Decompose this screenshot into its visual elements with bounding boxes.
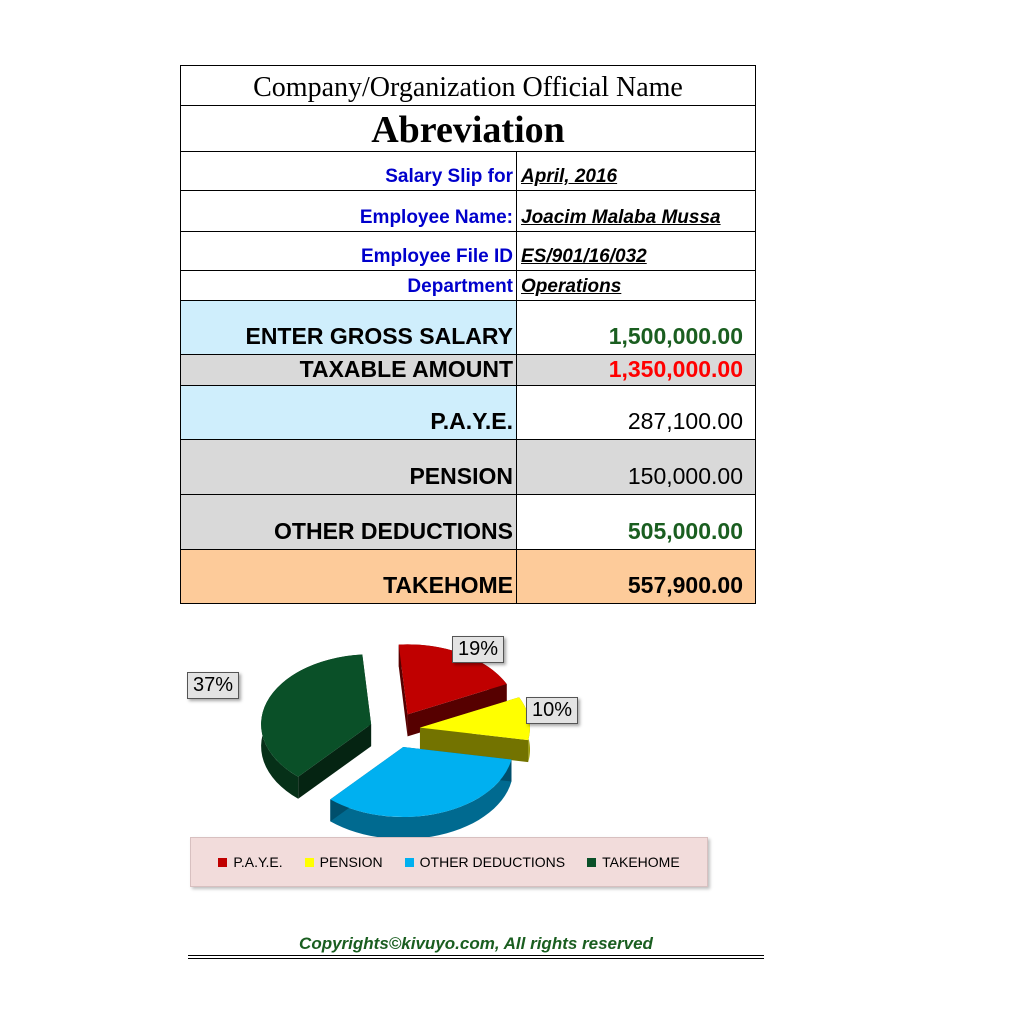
footer-rule [188,955,764,956]
gross-salary-input[interactable]: 1,500,000.00 [517,301,755,354]
salary-slip-row: Salary Slip for April, 2016 [181,152,755,191]
department-value[interactable]: Operations [521,276,622,297]
legend-swatch-paye [218,857,228,867]
salary-slip-value[interactable]: April, 2016 [521,166,618,187]
pie-slice-top-pension [419,697,530,741]
pie-slice-wall-paye-1 [407,684,507,737]
legend-label-paye: P.A.Y.E. [233,854,283,870]
data-label-takehome: 37% [187,672,240,699]
data-label-pension: 10% [526,697,579,724]
chart-legend: P.A.Y.E. PENSION OTHER DEDUCTIONS TAKEHO… [190,837,708,887]
abbreviation: Abreviation [371,109,565,151]
pension-value: 150,000.00 [517,440,755,494]
taxable-amount-value: 1,350,000.00 [517,355,755,385]
employee-name-row: Employee Name: Joacim Malaba Mussa [181,191,755,232]
employee-name-value[interactable]: Joacim Malaba Mussa [521,207,721,228]
data-label-paye: 19% [452,636,505,663]
pension-row: PENSION 150,000.00 [181,440,755,495]
takehome-label: TAKEHOME [181,550,517,603]
pie-slice-top-other-deductions [330,747,512,818]
copyright-notice: Copyrights©kivuyo.com, All rights reserv… [299,934,653,953]
salary-slip-table: Company/Organization Official Name Abrev… [180,65,756,604]
pie-slice-takehome [261,654,372,799]
takehome-row: TAKEHOME 557,900.00 [181,550,755,603]
paye-row: P.A.Y.E. 287,100.00 [181,386,755,440]
deductions-pie-chart [261,644,530,839]
paye-label: P.A.Y.E. [181,386,517,439]
department-label: Department [181,271,517,300]
file-id-row: Employee File ID ES/901/16/032 [181,232,755,271]
legend-item-other: OTHER DEDUCTIONS [404,854,566,870]
pie-slice-side-other-deductions [330,759,512,839]
gross-salary-row: ENTER GROSS SALARY 1,500,000.00 [181,301,755,355]
pie-slice-pension [419,697,530,763]
pension-label: PENSION [181,440,517,494]
footer-rule-double [188,958,764,959]
taxable-amount-row: TAXABLE AMOUNT 1,350,000.00 [181,355,755,386]
legend-label-takehome: TAKEHOME [602,854,680,870]
legend-swatch-takehome [587,857,597,867]
employee-name-label: Employee Name: [181,191,517,231]
pie-slice-top-takehome [261,654,372,777]
pie-slice-other-deductions [330,747,512,839]
legend-swatch-other [404,857,414,867]
legend-label-other: OTHER DEDUCTIONS [419,854,566,870]
other-deductions-row: OTHER DEDUCTIONS 505,000.00 [181,495,755,550]
gross-salary-label: ENTER GROSS SALARY [181,301,517,354]
legend-label-pension: PENSION [319,854,383,870]
pie-slice-wall-paye-0 [398,644,408,737]
org-name-row: Company/Organization Official Name [181,66,755,106]
legend-swatch-pension [304,857,314,867]
taxable-amount-label: TAXABLE AMOUNT [181,355,517,385]
legend-item-takehome: TAKEHOME [587,854,680,870]
pie-slice-wall-pension-1 [419,727,529,763]
file-id-value[interactable]: ES/901/16/032 [521,246,647,267]
org-name: Company/Organization Official Name [253,72,683,103]
salary-slip-label: Salary Slip for [181,152,517,190]
department-row: Department Operations [181,271,755,301]
other-deductions-value: 505,000.00 [517,495,755,549]
takehome-value: 557,900.00 [517,550,755,603]
paye-value: 287,100.00 [517,386,755,439]
file-id-label: Employee File ID [181,232,517,270]
pie-slice-wall-takehome-0 [298,724,372,799]
legend-item-paye: P.A.Y.E. [218,854,283,870]
other-deductions-label: OTHER DEDUCTIONS [181,495,517,549]
legend-item-pension: PENSION [304,854,383,870]
abbreviation-row: Abreviation [181,106,755,152]
